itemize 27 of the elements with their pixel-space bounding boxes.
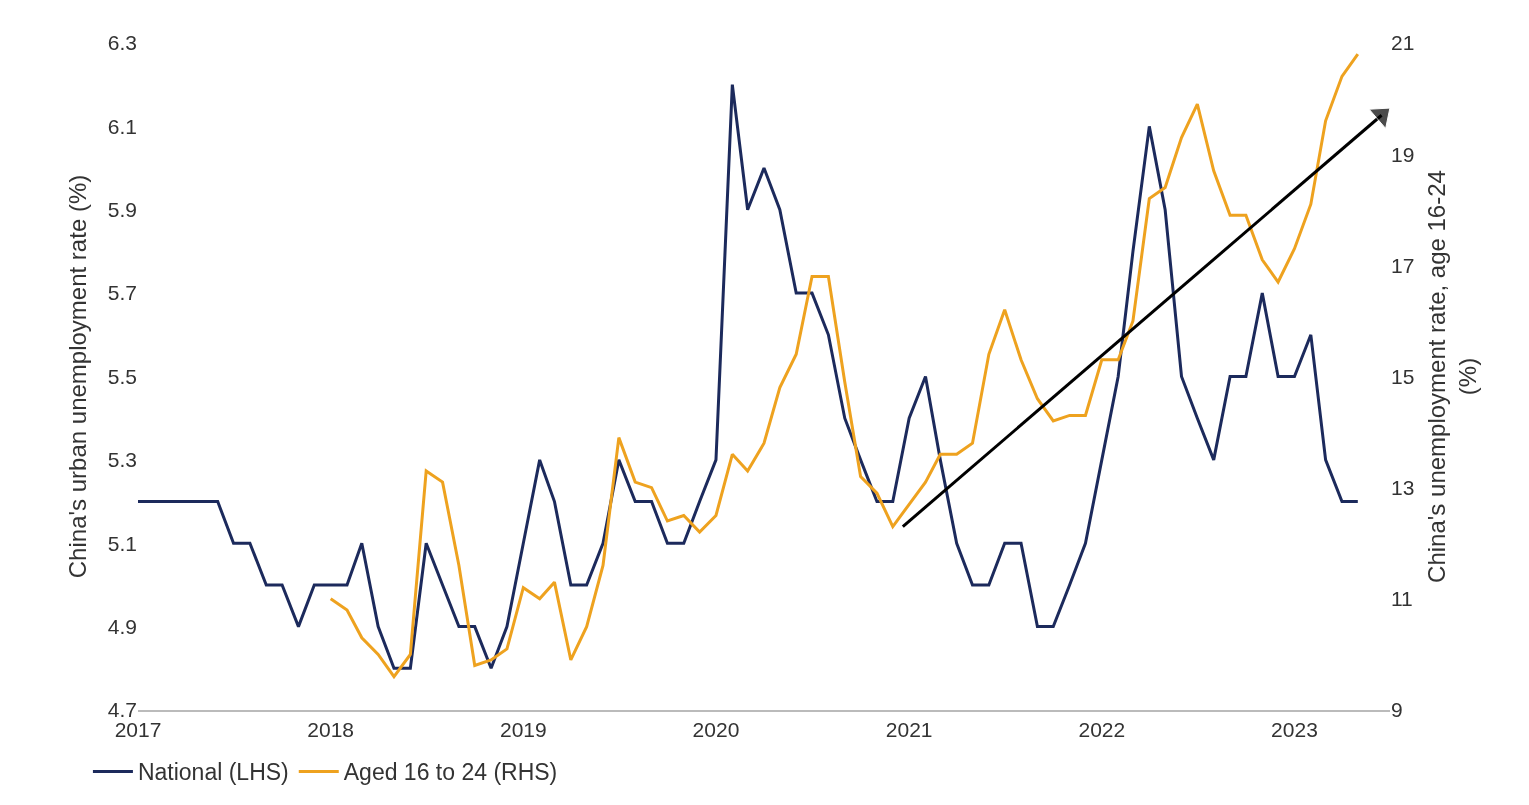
y-tick-label: 5.5 [107, 364, 137, 388]
y2-tick-label: 9 [1391, 698, 1403, 722]
y-axis-title: China's urban unemployment rate (%) [63, 174, 91, 579]
legend-label: National (LHS) [137, 759, 289, 786]
y2-tick-label: 21 [1391, 31, 1415, 55]
y2-tick-label: 11 [1391, 587, 1413, 611]
line-series [138, 83, 1360, 670]
y-tick-label: 5.7 [107, 281, 137, 305]
legend-label: Aged 16 to 24 (RHS) [343, 759, 558, 786]
y-tick-label: 6.3 [107, 31, 137, 55]
y2-tick-label: 19 [1391, 142, 1415, 166]
x-tick-label: 2020 [692, 717, 740, 741]
x-tick-label: 2022 [1078, 717, 1126, 741]
x-tick-label: 2021 [885, 717, 933, 741]
y-tick-label: 5.1 [107, 531, 137, 555]
y2-tick-label: 17 [1391, 253, 1415, 277]
y2-axis-title: China's unemployment rate, age 16-24 (%) [1422, 170, 1481, 583]
y2-tick-label: 15 [1391, 364, 1415, 388]
y2-tick-label: 13 [1391, 476, 1415, 500]
y-tick-label: 4.9 [107, 614, 137, 638]
line-series [329, 52, 1360, 679]
x-tick-label: 2019 [499, 717, 547, 741]
y-tick-label: 6.1 [107, 114, 137, 138]
x-tick-label: 2023 [1271, 717, 1318, 741]
y-tick-label: 5.3 [107, 448, 137, 472]
y-tick-label: 5.9 [107, 198, 137, 222]
x-tick-label: 2018 [307, 717, 355, 741]
